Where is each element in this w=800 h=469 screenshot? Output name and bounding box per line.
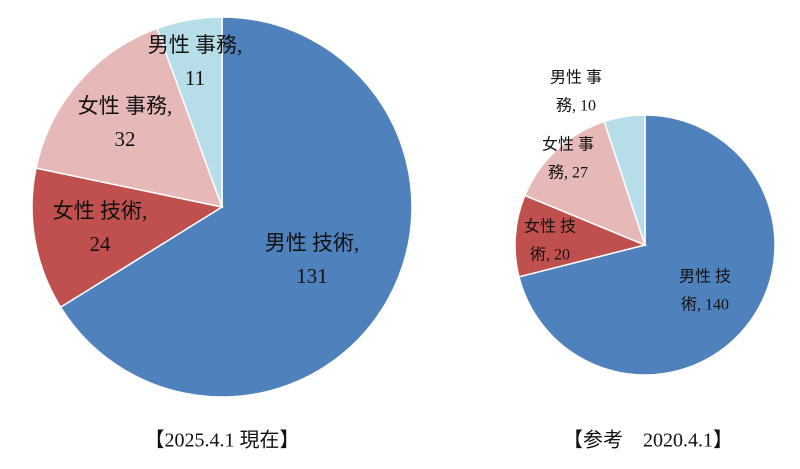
chart-title: 【2025.4.1 現在】	[145, 429, 300, 452]
pie-slice	[514, 194, 648, 278]
slice-label: 男性 事	[550, 69, 602, 87]
slice-label: 女性 事務,	[78, 94, 173, 118]
pie-slice	[523, 120, 647, 247]
slice-value: 131	[296, 264, 328, 288]
pie-slice	[59, 16, 413, 398]
slice-value: 32	[115, 127, 136, 151]
pie-slice	[518, 114, 776, 376]
slice-label: 女性 技術,	[53, 199, 148, 223]
slice-label: 男性 事務,	[148, 33, 243, 57]
slice-label: 女性 技	[524, 217, 576, 236]
pie-slice	[603, 114, 646, 246]
pie-slice	[35, 27, 224, 209]
chart-title: 【参考 2020.4.1】	[563, 429, 733, 452]
pie-slice	[156, 16, 223, 208]
slice-value: 24	[90, 232, 112, 256]
slice-label: 女性 事	[542, 135, 594, 154]
slice-label: 男性 技術,	[265, 231, 360, 255]
slice-value: 務, 10	[556, 97, 596, 115]
pie-slice	[31, 167, 224, 309]
slice-label: 男性 技	[679, 268, 731, 286]
slice-value: 務, 27	[548, 164, 588, 182]
slice-value: 術, 140	[681, 296, 729, 314]
slice-value: 11	[185, 66, 205, 90]
slice-value: 術, 20	[530, 246, 570, 264]
